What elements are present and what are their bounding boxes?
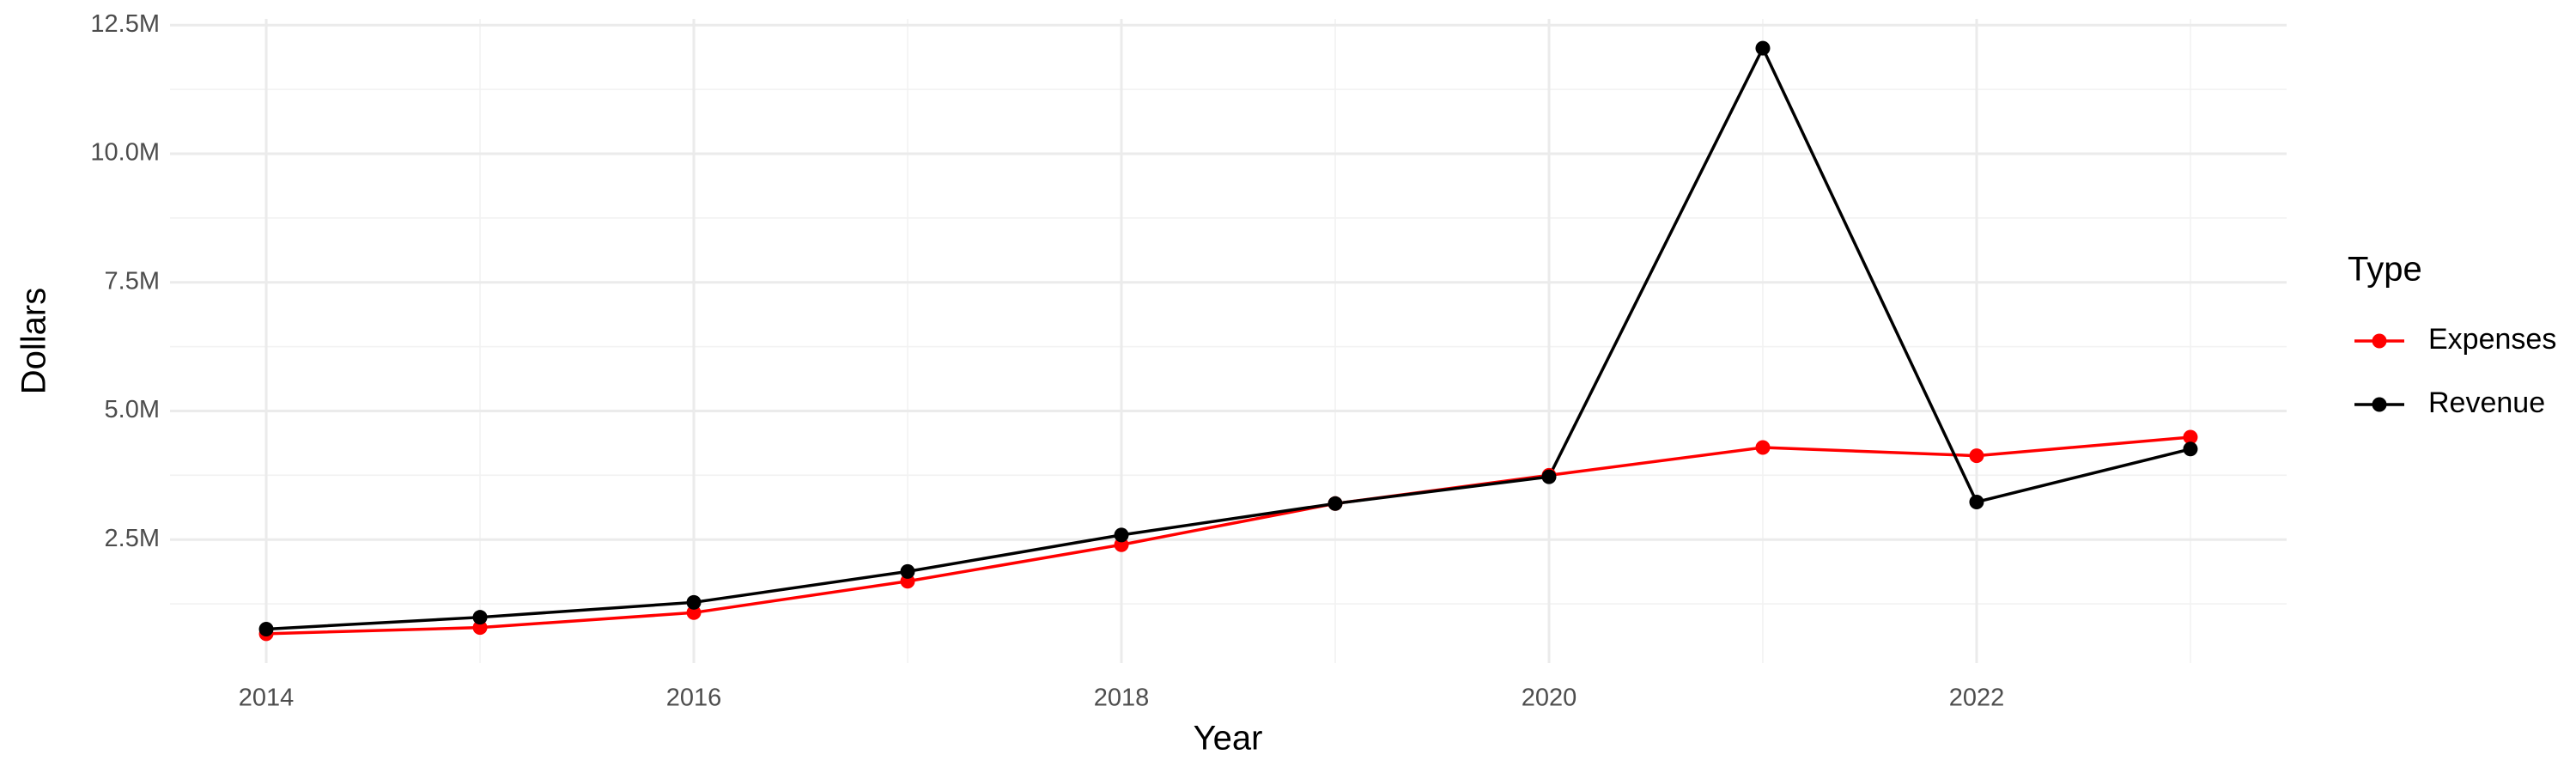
data-point	[900, 563, 915, 579]
x-tick-label: 2020	[1522, 685, 1577, 712]
legend-key-point	[2372, 397, 2387, 412]
data-point	[2183, 441, 2198, 457]
series-line	[265, 435, 2191, 636]
y-tick-label: 12.5M	[90, 10, 160, 38]
data-point	[1541, 469, 1557, 484]
y-tick-label: 7.5M	[105, 267, 160, 295]
x-tick-label: 2014	[239, 685, 295, 712]
legend-label: Revenue	[2428, 386, 2545, 419]
x-tick-label: 2016	[666, 685, 722, 712]
x-tick-label: 2022	[1949, 685, 2005, 712]
data-point	[2183, 429, 2198, 445]
y-tick-label: 2.5M	[105, 525, 160, 552]
data-point	[1755, 440, 1771, 455]
data-point	[1327, 496, 1343, 511]
data-point	[686, 605, 702, 620]
data-point	[1755, 40, 1771, 56]
legend-key-point	[2372, 333, 2387, 349]
y-axis-title: Dollars	[15, 288, 53, 394]
data-point	[1114, 527, 1129, 543]
data-point	[472, 620, 488, 636]
y-tick-label: 5.0M	[105, 396, 160, 423]
data-point	[1969, 495, 1984, 509]
legend-title: Type	[2348, 251, 2422, 289]
legend-label: Expenses	[2428, 323, 2556, 356]
data-point	[686, 594, 702, 610]
series-line	[265, 45, 2191, 631]
data-point	[258, 621, 274, 636]
data-point	[1969, 448, 1984, 464]
x-axis-title: Year	[1194, 720, 1263, 758]
x-tick-label: 2018	[1094, 685, 1150, 712]
data-point	[472, 610, 488, 625]
y-tick-label: 10.0M	[90, 139, 160, 167]
